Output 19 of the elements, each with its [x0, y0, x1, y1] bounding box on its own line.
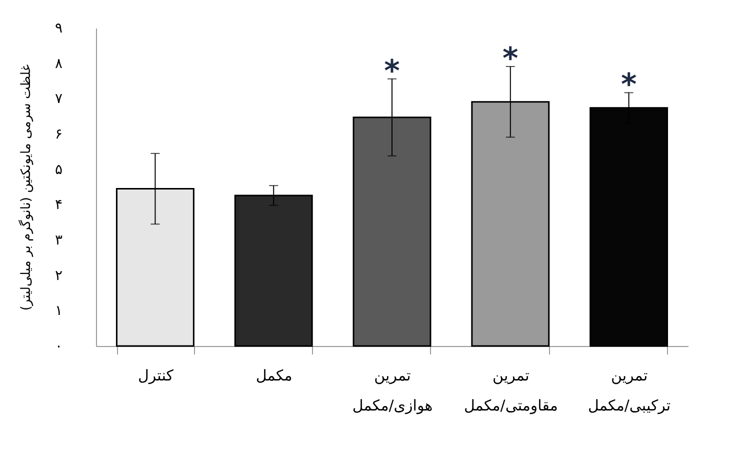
y-tick-label: ۰: [54, 338, 62, 354]
annotation: *: [620, 68, 637, 103]
y-tick-label: ۶: [54, 126, 62, 142]
x-tick-label: کنترل: [138, 366, 174, 384]
y-tick-label: ۵: [54, 162, 62, 178]
x-tick-label: تمرین مقاومتی/مکمل: [464, 366, 558, 414]
x-tick-label: مکمل: [256, 366, 292, 384]
y-axis-title: غلظت سرمی مایونکتین (نانوگرم بر میلی‌لیتر): [18, 64, 34, 311]
y-tick-label: ۷: [54, 91, 63, 108]
annotation: *: [502, 42, 519, 77]
x-tick-label: تمرین ترکیبی/مکمل: [588, 366, 671, 414]
y-tick-label: ۹: [54, 20, 62, 36]
y-tick-label: ۱: [54, 303, 62, 320]
x-tick-label: تمرین هوازی/مکمل: [352, 366, 433, 414]
y-tick-label: ۲: [54, 268, 62, 284]
y-tick-label: ۸: [54, 56, 63, 72]
annotation: *: [384, 54, 400, 89]
y-tick-label: ۴: [54, 197, 62, 214]
y-tick-label: ۳: [54, 232, 63, 248]
